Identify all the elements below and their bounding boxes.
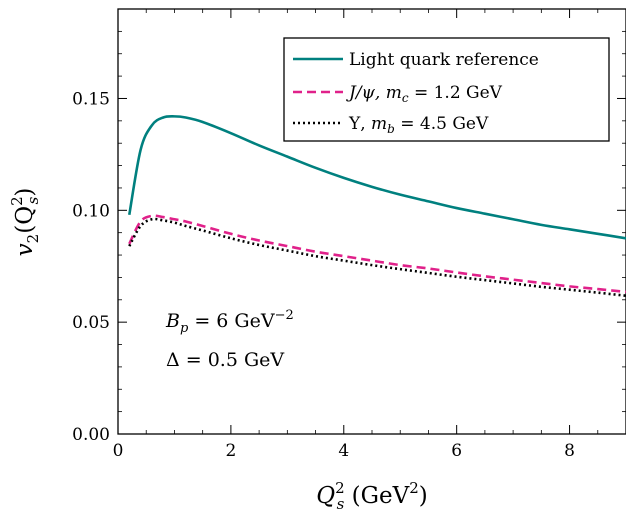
y-tick-label: 0.15 <box>72 89 110 109</box>
x-tick-label: 6 <box>451 441 462 461</box>
x-tick-label: 4 <box>338 441 349 461</box>
y-tick-label: 0.00 <box>72 425 110 445</box>
legend-label-jpsi: J/ψ, mc = 1.2 GeV <box>346 83 503 105</box>
annotation-delta: Δ = 0.5 GeV <box>166 349 284 371</box>
x-tick-label: 8 <box>564 441 575 461</box>
legend-label-upsilon: Υ, mb = 4.5 GeV <box>348 114 489 136</box>
y-axis-label: v2(Q2s) <box>8 188 42 257</box>
series-line-2 <box>128 217 626 298</box>
x-axis-label: Q2 s (GeV2) <box>316 479 428 512</box>
legend: Light quark reference J/ψ, mc = 1.2 GeV … <box>283 37 610 142</box>
series-line-0 <box>128 115 626 240</box>
axis-ticks: 0 2 4 6 8 0.00 0.05 0.10 0.15 <box>72 9 626 461</box>
annotation-bp: Bp = 6 GeV−2 <box>165 308 294 336</box>
x-tick-label: 2 <box>225 441 236 461</box>
y-tick-label: 0.05 <box>72 313 110 333</box>
series-layer <box>128 115 626 298</box>
x-tick-label: 0 <box>113 441 124 461</box>
y-tick-label: 0.10 <box>72 201 110 221</box>
legend-label-light-quark: Light quark reference <box>349 50 539 70</box>
